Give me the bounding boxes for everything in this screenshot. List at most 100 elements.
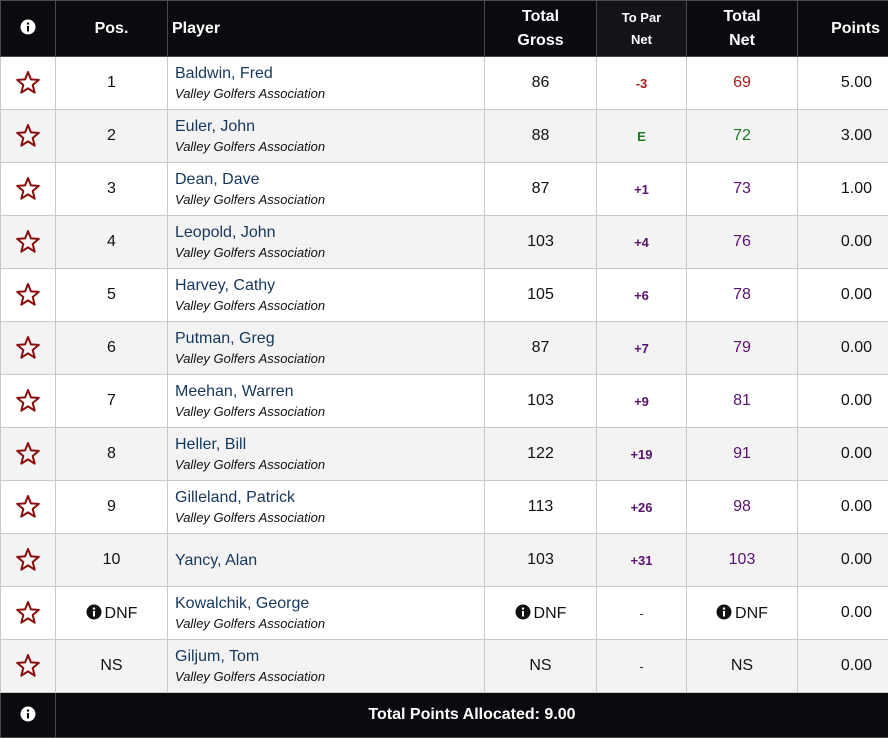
player-name-link[interactable]: Putman, Greg	[175, 328, 484, 349]
player-name-link[interactable]: Euler, John	[175, 116, 484, 137]
position-text: 7	[107, 392, 116, 409]
to-par-net-cell: +1	[597, 163, 687, 216]
to-par-net-cell: -3	[597, 57, 687, 110]
position-text: 1	[107, 74, 116, 91]
favorite-cell	[1, 269, 56, 322]
star-outline-icon[interactable]	[15, 176, 41, 202]
points-text: 0.00	[841, 286, 872, 303]
table-header: Pos. Player Total Gross To Par Net Total…	[1, 1, 888, 57]
star-outline-icon[interactable]	[15, 70, 41, 96]
position-text: 3	[107, 180, 116, 197]
to-par-net-cell: +6	[597, 269, 687, 322]
header-total-net[interactable]: Total Net	[687, 1, 798, 57]
total-gross-text: 105	[527, 286, 554, 303]
total-gross-cell: 122	[485, 428, 597, 481]
points-text: 0.00	[841, 233, 872, 250]
footer-info-cell[interactable]	[1, 693, 56, 738]
position-cell: 3	[56, 163, 168, 216]
total-gross-text: 88	[532, 127, 550, 144]
player-name-link[interactable]: Baldwin, Fred	[175, 63, 484, 84]
player-name-link[interactable]: Heller, Bill	[175, 434, 484, 455]
player-name-link[interactable]: Dean, Dave	[175, 169, 484, 190]
header-points[interactable]: Points	[798, 1, 888, 57]
position-cell: NS	[56, 640, 168, 693]
to-par-net-text: +26	[630, 500, 652, 515]
points-text: 0.00	[841, 657, 872, 674]
star-outline-icon[interactable]	[15, 229, 41, 255]
header-pos[interactable]: Pos.	[56, 1, 168, 57]
info-circle-icon[interactable]	[20, 19, 36, 35]
table-body: 1 Baldwin, Fred Valley Golfers Association…	[1, 57, 888, 693]
header-total-net-line1: Total	[693, 5, 791, 29]
player-name-link[interactable]: Kowalchik, George	[175, 593, 484, 614]
info-circle-icon[interactable]	[20, 706, 36, 722]
info-circle-icon[interactable]	[716, 604, 732, 620]
star-outline-icon[interactable]	[15, 335, 41, 361]
total-net-cell: 79	[687, 322, 798, 375]
total-gross-cell: 103	[485, 534, 597, 587]
total-gross-dnf: DNF	[515, 605, 567, 622]
header-player[interactable]: Player	[168, 1, 485, 57]
player-name-link[interactable]: Leopold, John	[175, 222, 484, 243]
player-name-link[interactable]: Gilleland, Patrick	[175, 487, 484, 508]
position-text: DNF	[105, 605, 138, 622]
header-to-par-net[interactable]: To Par Net	[597, 1, 687, 57]
points-cell: 0.00	[798, 428, 888, 481]
position-text: 10	[103, 551, 121, 568]
points-text: 0.00	[841, 392, 872, 409]
header-total-gross[interactable]: Total Gross	[485, 1, 597, 57]
total-gross-cell: DNF	[485, 587, 597, 640]
to-par-net-cell: +31	[597, 534, 687, 587]
total-gross-text: 87	[532, 180, 550, 197]
position-cell: 1	[56, 57, 168, 110]
total-gross-cell: 113	[485, 481, 597, 534]
position-text: 4	[107, 233, 116, 250]
info-circle-icon[interactable]	[515, 604, 531, 620]
player-name-link[interactable]: Giljum, Tom	[175, 646, 484, 667]
star-outline-icon[interactable]	[15, 653, 41, 679]
points-cell: 0.00	[798, 587, 888, 640]
total-net-dnf: DNF	[716, 605, 768, 622]
star-outline-icon[interactable]	[15, 388, 41, 414]
info-circle-icon[interactable]	[86, 604, 102, 620]
star-outline-icon[interactable]	[15, 494, 41, 520]
position-text: 2	[107, 127, 116, 144]
header-info-cell[interactable]	[1, 1, 56, 57]
player-name-link[interactable]: Meehan, Warren	[175, 381, 484, 402]
points-text: 1.00	[841, 180, 872, 197]
player-name-link[interactable]: Harvey, Cathy	[175, 275, 484, 296]
points-text: 0.00	[841, 445, 872, 462]
star-outline-icon[interactable]	[15, 282, 41, 308]
total-net-text: 91	[733, 445, 751, 462]
player-association: Valley Golfers Association	[175, 190, 484, 210]
star-outline-icon[interactable]	[15, 123, 41, 149]
star-outline-icon[interactable]	[15, 600, 41, 626]
star-outline-icon[interactable]	[15, 547, 41, 573]
total-net-text: 103	[729, 551, 756, 568]
star-outline-icon[interactable]	[15, 441, 41, 467]
total-gross-cell: 87	[485, 322, 597, 375]
player-association: Valley Golfers Association	[175, 614, 484, 634]
total-gross-cell: 103	[485, 375, 597, 428]
points-cell: 0.00	[798, 640, 888, 693]
to-par-net-text: +9	[634, 394, 649, 409]
to-par-net-text: E	[637, 129, 646, 144]
player-name-link[interactable]: Yancy, Alan	[175, 550, 484, 571]
